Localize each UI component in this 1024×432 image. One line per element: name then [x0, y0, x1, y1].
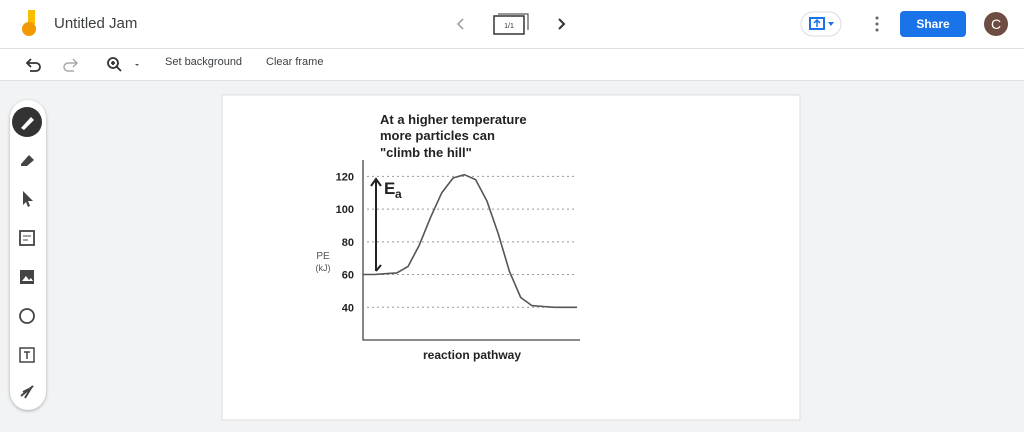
y-tick-label: 40	[342, 302, 354, 314]
tool-palette	[10, 100, 46, 410]
app-logo	[22, 10, 36, 36]
header: Untitled Jam 1/1 Share C	[0, 0, 1024, 49]
toolbar: Set background Clear frame	[0, 49, 1024, 81]
frame-bar-toggle[interactable]: 1/1	[490, 10, 532, 40]
prev-frame[interactable]	[455, 16, 467, 32]
set-background-button[interactable]: Set background	[165, 56, 243, 68]
ea-arrow	[370, 177, 382, 272]
chart-title-line: At a higher temperature	[380, 112, 527, 127]
chart-title-line: "climb the hill"	[380, 145, 472, 160]
cast-button[interactable]	[800, 11, 842, 37]
frame-indicator: 1/1	[504, 23, 514, 30]
axes	[362, 160, 580, 341]
y-tick-label: 120	[336, 171, 354, 183]
annotation-subscript: a	[395, 187, 402, 201]
y-tick-label: 80	[342, 237, 354, 249]
next-frame[interactable]	[555, 16, 567, 32]
undo-redo[interactable]	[24, 55, 84, 75]
y-axis-label: PE	[316, 251, 330, 262]
account-avatar[interactable]: C	[984, 12, 1008, 36]
zoom[interactable]	[106, 55, 146, 75]
chart-title-line: more particles can	[380, 128, 495, 143]
frame	[221, 94, 801, 421]
y-axis-unit: (kJ)	[316, 263, 331, 273]
tool-icons	[12, 107, 42, 399]
document-title[interactable]: Untitled Jam	[54, 15, 138, 32]
annotation: E	[384, 179, 395, 198]
y-tick-label: 100	[336, 204, 354, 216]
x-axis-label: reaction pathway	[423, 348, 521, 362]
share-button[interactable]: Share	[900, 11, 966, 37]
more-menu[interactable]	[872, 14, 882, 34]
y-tick-label: 60	[342, 270, 354, 282]
energy-curve	[363, 173, 577, 309]
clear-frame-button[interactable]: Clear frame	[266, 56, 324, 68]
